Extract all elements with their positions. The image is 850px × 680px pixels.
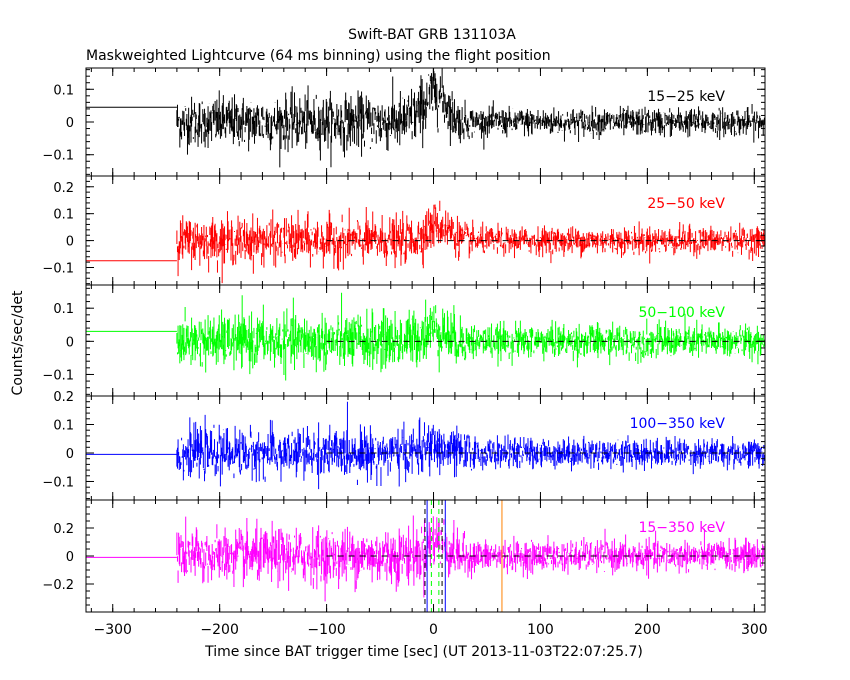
chart-title: Swift-BAT GRB 131103A bbox=[348, 27, 516, 43]
band-label: 100−350 keV bbox=[630, 416, 726, 432]
y-tick-label: 0.2 bbox=[53, 390, 74, 405]
panel-plot-area bbox=[86, 68, 765, 168]
panel-1: 0.1 0 −0.1 15−25 keV bbox=[42, 67, 766, 177]
y-tick-label: 0 bbox=[66, 116, 74, 131]
panel-3: 0.1 0 −0.1 50−100 keV bbox=[42, 284, 766, 397]
x-tick-label: 200 bbox=[634, 622, 661, 638]
band-label: 15−350 keV bbox=[638, 520, 725, 536]
x-tick-label: −300 bbox=[94, 622, 132, 638]
chart-subtitle: Maskweighted Lightcurve (64 ms binning) … bbox=[86, 48, 551, 64]
x-tick-label: −100 bbox=[307, 622, 345, 638]
panel-4: 0.2 0.1 0 −0.1 100−350 keV bbox=[42, 390, 766, 501]
series-5-lightcurve bbox=[176, 515, 765, 602]
band-label: 50−100 keV bbox=[638, 305, 725, 321]
y-tick-label: −0.2 bbox=[42, 578, 74, 593]
band-label: 15−25 keV bbox=[647, 89, 725, 105]
y-tick-label: −0.1 bbox=[42, 368, 74, 383]
y-tick-label: 0.1 bbox=[53, 418, 74, 433]
panel-2: 0.2 0.1 0 −0.1 25−50 keV bbox=[42, 175, 766, 286]
y-tick-label: −0.1 bbox=[42, 149, 74, 164]
y-tick-label: −0.1 bbox=[42, 475, 74, 490]
panel-plot-area bbox=[86, 200, 765, 284]
y-tick-label: 0 bbox=[66, 550, 74, 565]
x-tick-label: 0 bbox=[429, 622, 438, 638]
y-tick-label: 0.2 bbox=[53, 522, 74, 537]
y-tick-label: 0.1 bbox=[53, 83, 74, 98]
x-axis: −300 −200 −100 0 100 200 300 bbox=[94, 622, 768, 638]
series-4-lightcurve bbox=[176, 401, 765, 490]
series-2-lightcurve bbox=[176, 200, 765, 284]
y-tick-label: 0 bbox=[66, 235, 74, 250]
x-axis-label: Time since BAT trigger time [sec] (UT 20… bbox=[204, 644, 643, 660]
y-tick-label: 0.1 bbox=[53, 208, 74, 223]
panel-plot-area bbox=[86, 292, 765, 381]
x-tick-label: −200 bbox=[200, 622, 238, 638]
panel-plot-area bbox=[86, 401, 765, 490]
y-tick-label: 0.2 bbox=[53, 181, 74, 196]
series-1-lightcurve bbox=[176, 68, 765, 168]
y-tick-label: 0 bbox=[66, 447, 74, 462]
x-tick-label: 100 bbox=[527, 622, 554, 638]
band-label: 25−50 keV bbox=[647, 196, 725, 212]
y-tick-label: 0.1 bbox=[53, 302, 74, 317]
panel-plot-area bbox=[86, 500, 765, 612]
panels: 0.1 0 −0.1 15−25 keV 0.2 0.1 0 −0.1 25−50 keV 0.1… bbox=[42, 67, 766, 613]
x-tick-label: 300 bbox=[741, 622, 768, 638]
y-axis-label: Counts/sec/det bbox=[10, 290, 26, 395]
panel-5: 0.2 0 −0.2 15−350 keV bbox=[42, 499, 766, 613]
y-tick-label: −0.1 bbox=[42, 262, 74, 277]
y-tick-label: 0 bbox=[66, 335, 74, 350]
